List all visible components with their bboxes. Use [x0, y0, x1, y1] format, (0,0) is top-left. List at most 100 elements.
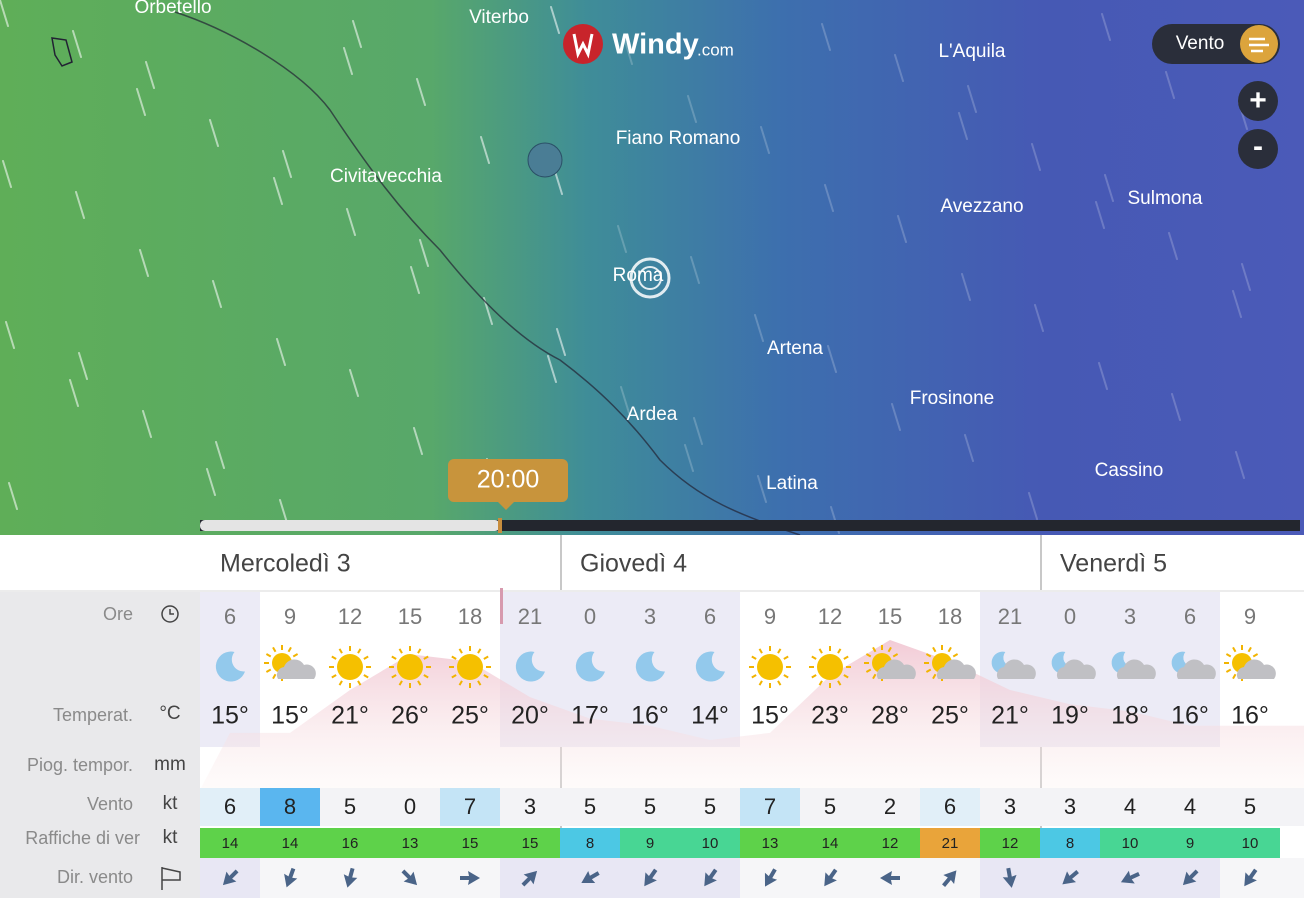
timeline-track[interactable] [200, 520, 1300, 531]
gust-cell [320, 828, 380, 858]
zoom-out-button[interactable] [1238, 129, 1278, 169]
wind-arrow [222, 869, 239, 886]
gust-speed: 14 [222, 835, 239, 852]
wind-streak [1232, 290, 1242, 318]
sun-ray [483, 655, 489, 660]
gust-cell [680, 828, 740, 858]
gust-speed: 14 [282, 835, 299, 852]
gust-cell [620, 828, 680, 858]
sun-ray [458, 680, 463, 686]
place-label: Ardea [627, 404, 678, 425]
temperature: 19° [1051, 702, 1089, 730]
gust-speed: 12 [882, 835, 899, 852]
sun-ray [272, 673, 277, 680]
time-label: 20:00 [477, 466, 540, 494]
windsock-icon [161, 867, 181, 890]
zoom-out: - [1253, 130, 1263, 163]
wind-streak [139, 249, 149, 277]
wind-streak [480, 136, 490, 164]
sun-ray [932, 673, 937, 680]
sun-ray [837, 680, 842, 686]
wind-arrow [401, 869, 418, 886]
wind-speed: 0 [404, 794, 416, 819]
row-unit: mm [154, 754, 186, 775]
gust-cell [380, 828, 440, 858]
sun-ray [1225, 668, 1232, 673]
sun-ray [477, 680, 482, 686]
row-label: Piog. tempor. [27, 755, 133, 775]
place-label: Viterbo [469, 7, 529, 28]
row-unit: °C [159, 703, 180, 724]
sun-ray [783, 674, 789, 679]
wind-speed: 7 [464, 794, 476, 819]
wind-streak [964, 434, 974, 462]
zoom-in-button[interactable] [1238, 81, 1278, 121]
temperature: 25° [931, 702, 969, 730]
row-label: Dir. vento [57, 867, 133, 887]
wind-streak [693, 417, 703, 445]
sun-ray [417, 680, 422, 686]
wind-streak [556, 328, 566, 356]
gust-cell [440, 828, 500, 858]
wind-streak [617, 225, 627, 253]
wind-speed: 3 [1064, 794, 1076, 819]
day-label: Venerdì 5 [1060, 550, 1167, 578]
sun-ray [811, 674, 817, 679]
place-label: Sulmona [1128, 188, 1203, 209]
wind-streak [760, 126, 770, 154]
time-bubble[interactable] [448, 459, 568, 502]
row-label: Temperat. [53, 705, 133, 725]
gust-speed: 15 [462, 835, 479, 852]
temperature: 18° [1111, 702, 1149, 730]
temperature: 14° [691, 702, 729, 730]
location-marker[interactable] [629, 257, 671, 299]
wind-streak [343, 47, 353, 75]
wind-streak [684, 444, 694, 472]
wind-arrow [824, 868, 838, 887]
temperature: 26° [391, 702, 429, 730]
temperature: 25° [451, 702, 489, 730]
moon [515, 651, 545, 682]
gust-speed: 14 [822, 835, 839, 852]
sun-ray [292, 653, 299, 658]
wind-streak [1104, 174, 1114, 202]
wind-cell [200, 788, 260, 826]
sun-ray [272, 646, 277, 653]
wind-arrow [343, 867, 358, 888]
island [51, 37, 73, 67]
wind-streak [276, 338, 286, 366]
place-label: Avezzano [940, 196, 1023, 217]
place-label: Artena [767, 338, 823, 359]
sun-ray [952, 653, 959, 658]
wind-speed: 4 [1124, 794, 1136, 819]
sun-ray [777, 648, 782, 654]
gust-cell [800, 828, 860, 858]
sun-ray [932, 646, 937, 653]
gust-cell [860, 828, 920, 858]
cloud [1116, 659, 1156, 679]
sun-ray [843, 674, 849, 679]
wind-speed: 6 [224, 794, 236, 819]
temperature: 23° [811, 702, 849, 730]
wind-streak [1034, 304, 1044, 332]
hour: 6 [224, 604, 236, 629]
sun-ray [887, 646, 892, 653]
cloud [1056, 659, 1096, 679]
wind-speed: 6 [944, 794, 956, 819]
wind-speed: 2 [884, 794, 896, 819]
wind-streak [8, 482, 18, 510]
day-label: Mercoledì 3 [220, 550, 351, 578]
timeline-handle[interactable] [498, 518, 502, 533]
logo-suffix: .com [697, 40, 734, 59]
sun-ray [417, 648, 422, 654]
sun-ray [865, 653, 872, 658]
sun-ray [872, 673, 877, 680]
sun-ray [357, 680, 362, 686]
gust-cell [200, 828, 260, 858]
gust-cell [1160, 828, 1220, 858]
wind-streak [547, 355, 557, 383]
sun-ray [811, 655, 817, 660]
timeline-progress [200, 520, 500, 531]
cloud [276, 659, 316, 679]
